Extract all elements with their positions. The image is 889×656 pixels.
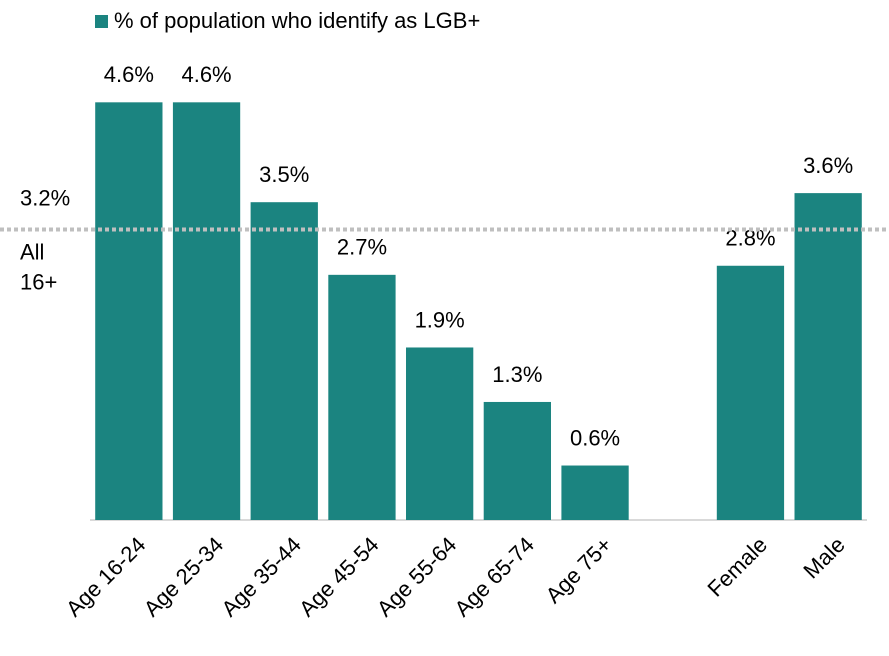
x-tick-label: Age 45-54 xyxy=(294,532,383,621)
legend-label: % of population who identify as LGB+ xyxy=(114,8,480,33)
value-label: 2.7% xyxy=(337,235,387,260)
bar xyxy=(716,265,785,520)
value-label: 4.6% xyxy=(104,62,154,87)
value-label: 1.3% xyxy=(492,362,542,387)
legend-swatch xyxy=(95,15,108,28)
x-tick-label: Age 55-64 xyxy=(372,532,461,621)
reference-label: 3.2% xyxy=(20,185,70,210)
bar xyxy=(406,347,474,520)
value-label: 3.6% xyxy=(803,153,853,178)
bar xyxy=(561,465,629,520)
bar xyxy=(483,401,551,520)
value-label: 3.5% xyxy=(259,162,309,187)
bar xyxy=(172,102,241,520)
bar xyxy=(328,274,396,520)
bar xyxy=(95,102,163,520)
x-tick-label: Age 65-74 xyxy=(450,532,539,621)
bar xyxy=(250,202,318,520)
x-tick-label: Age 35-44 xyxy=(216,532,305,621)
x-tick-label: Age 25-34 xyxy=(139,532,228,621)
x-tick-label: Male xyxy=(798,532,849,583)
x-tick-label: Age 75+ xyxy=(541,532,617,608)
value-label: 1.9% xyxy=(415,307,465,332)
reference-name: All xyxy=(20,239,44,264)
reference-name: 16+ xyxy=(20,269,57,294)
bar xyxy=(794,193,862,520)
x-tick-label: Age 16-24 xyxy=(61,532,150,621)
x-tick-label: Female xyxy=(703,532,773,602)
value-label: 4.6% xyxy=(181,62,231,87)
value-label: 0.6% xyxy=(570,425,620,450)
